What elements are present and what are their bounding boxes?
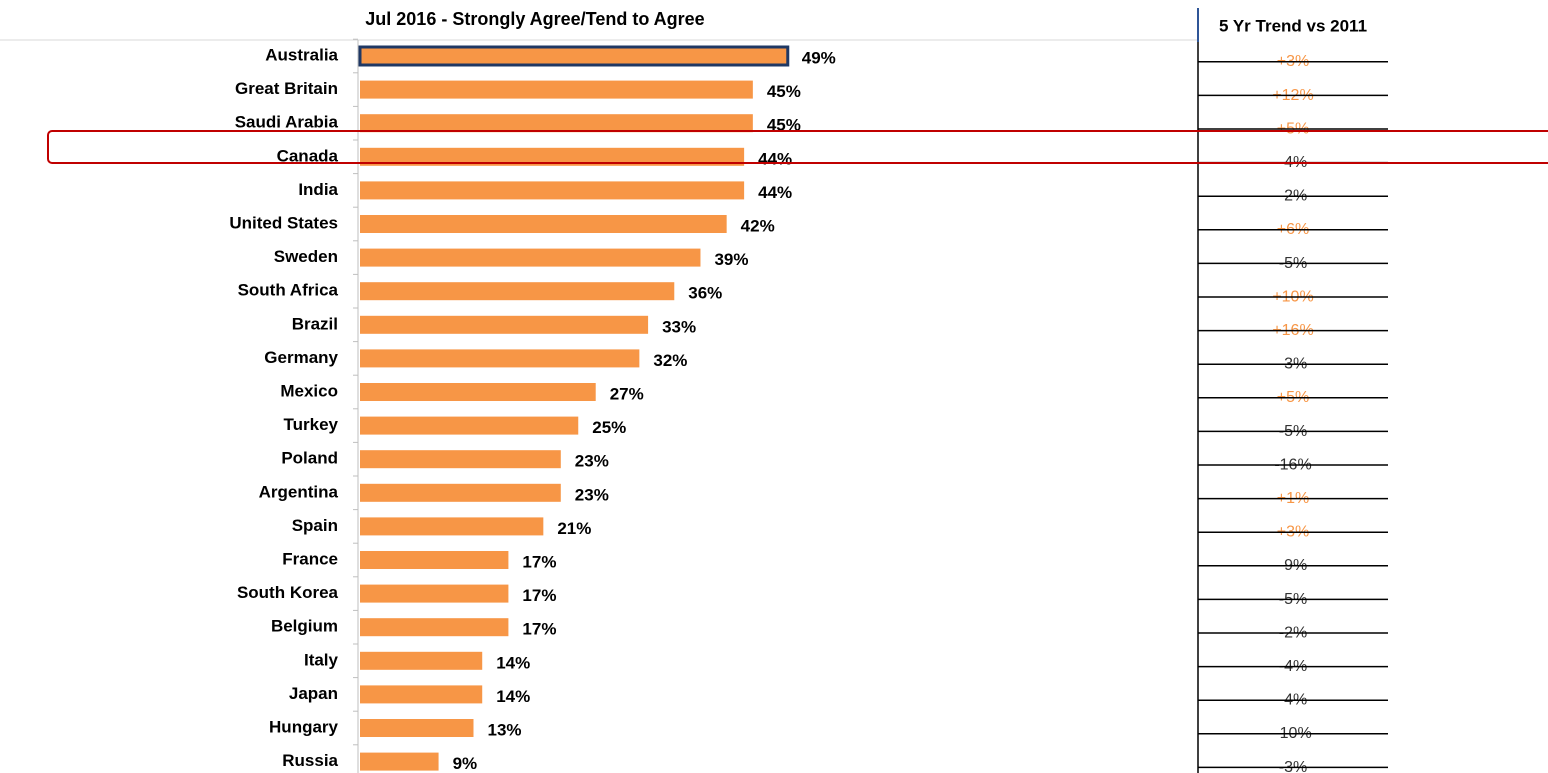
category-label: France xyxy=(282,549,338,568)
value-label: 21% xyxy=(557,519,591,538)
value-label: 33% xyxy=(662,317,696,336)
value-label: 9% xyxy=(453,754,478,773)
bar xyxy=(360,147,745,166)
value-label: 23% xyxy=(575,485,609,504)
bar xyxy=(360,215,727,233)
category-label: South Africa xyxy=(238,281,339,300)
category-label: Germany xyxy=(264,348,338,367)
bar xyxy=(360,651,483,670)
bar xyxy=(360,80,753,99)
bar xyxy=(360,416,579,435)
category-label: Sweden xyxy=(274,247,338,266)
value-label: 17% xyxy=(522,552,556,571)
value-label: 49% xyxy=(802,48,836,67)
bar xyxy=(360,349,640,368)
bar xyxy=(360,719,474,737)
category-label: Argentina xyxy=(259,482,339,501)
category-label: Italy xyxy=(304,650,339,669)
category-label: Brazil xyxy=(292,314,338,333)
value-label: 44% xyxy=(758,183,792,202)
value-label: 14% xyxy=(496,687,530,706)
bar xyxy=(358,45,790,67)
value-label: 14% xyxy=(496,653,530,672)
value-label: 44% xyxy=(758,149,792,168)
bar xyxy=(360,248,701,267)
category-label: South Korea xyxy=(237,583,339,602)
value-label: 45% xyxy=(767,116,801,135)
value-label: 32% xyxy=(653,351,687,370)
value-label: 17% xyxy=(522,620,556,639)
trend-value: -3% xyxy=(1279,759,1307,773)
value-label: 27% xyxy=(610,384,644,403)
category-label: Saudi Arabia xyxy=(235,113,339,132)
bar xyxy=(360,752,439,771)
category-label: United States xyxy=(229,213,338,232)
value-label: 45% xyxy=(767,82,801,101)
value-label: 23% xyxy=(575,452,609,471)
value-label: 36% xyxy=(688,284,722,303)
bar xyxy=(360,181,745,200)
value-label: 13% xyxy=(487,720,521,739)
value-label: 25% xyxy=(592,418,626,437)
category-label: Poland xyxy=(281,449,338,468)
value-label: 17% xyxy=(522,586,556,605)
bar xyxy=(360,282,675,301)
bar xyxy=(360,450,561,469)
category-label: Turkey xyxy=(284,415,339,434)
category-label: Great Britain xyxy=(235,79,338,98)
category-label: Australia xyxy=(265,45,338,64)
category-label: Spain xyxy=(292,516,338,535)
category-label: Belgium xyxy=(271,617,338,636)
bar xyxy=(360,685,483,704)
category-label: Hungary xyxy=(269,717,339,736)
bar xyxy=(360,584,509,603)
category-label: India xyxy=(298,180,338,199)
bar xyxy=(360,383,596,401)
value-label: 39% xyxy=(714,250,748,269)
bar xyxy=(360,517,544,536)
bar xyxy=(360,483,561,502)
category-label: Russia xyxy=(282,751,338,770)
bar xyxy=(360,315,649,334)
highlight-box xyxy=(47,130,1548,164)
chart-title: Jul 2016 - Strongly Agree/Tend to Agree xyxy=(365,9,704,29)
bar xyxy=(360,114,753,133)
bar xyxy=(360,618,509,637)
table-header: 5 Yr Trend vs 2011 xyxy=(1219,16,1367,35)
value-label: 42% xyxy=(741,216,775,235)
category-label: Canada xyxy=(277,146,339,165)
bar xyxy=(360,551,509,569)
category-label: Japan xyxy=(289,684,338,703)
category-label: Mexico xyxy=(280,381,338,400)
